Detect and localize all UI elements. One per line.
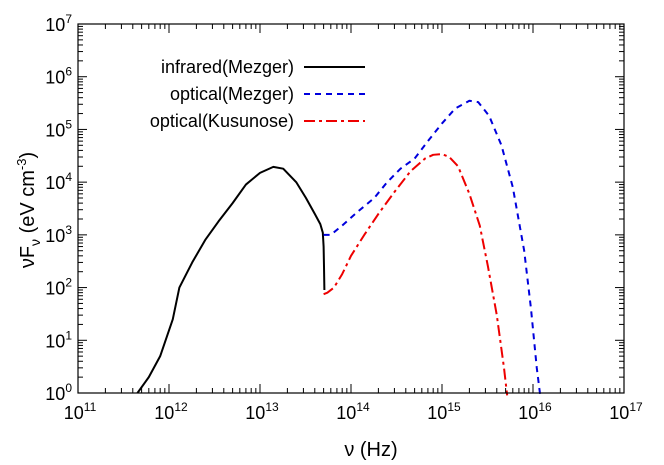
y-tick-label-base: 10 bbox=[45, 68, 65, 88]
axis-tick-labels: 1011 1012 1013 1014 1015 1016 1017100101102103… bbox=[45, 12, 643, 423]
x-tick-label-base: 10 bbox=[154, 403, 174, 423]
y-tick-label-base: 10 bbox=[45, 120, 65, 140]
y-tick-label: 100 bbox=[45, 381, 72, 404]
legend-label-2: optical(Mezger) bbox=[170, 84, 294, 104]
series-line-3 bbox=[323, 153, 509, 396]
y-tick-label: 107 bbox=[45, 12, 72, 35]
x-tick-label-exponent: 12 bbox=[174, 400, 188, 414]
y-axis-title-subscript: ν bbox=[27, 239, 43, 246]
x-tick-label-base: 10 bbox=[518, 403, 538, 423]
y-tick-label-exponent: 4 bbox=[65, 170, 72, 184]
y-axis-title: νFν (eV cm-3) bbox=[14, 152, 43, 268]
plot-frame bbox=[77, 23, 625, 394]
x-tick-label-exponent: 17 bbox=[629, 400, 643, 414]
x-tick-label: 1012 bbox=[154, 400, 188, 423]
x-tick-label: 1013 bbox=[245, 400, 279, 423]
x-axis-title: ν (Hz) bbox=[344, 439, 397, 461]
x-tick-label-base: 10 bbox=[245, 403, 265, 423]
x-tick-label-exponent: 11 bbox=[84, 400, 97, 414]
x-tick-label-base: 10 bbox=[609, 403, 629, 423]
axis-ticks bbox=[77, 23, 625, 394]
y-tick-label: 105 bbox=[45, 117, 72, 140]
y-tick-label-base: 10 bbox=[45, 384, 65, 404]
y-tick-label: 102 bbox=[45, 276, 72, 299]
y-tick-label-exponent: 6 bbox=[65, 65, 72, 79]
series-lines bbox=[136, 99, 542, 396]
y-tick-label-exponent: 1 bbox=[65, 328, 72, 342]
x-tick-label-exponent: 14 bbox=[356, 400, 370, 414]
y-tick-label-base: 10 bbox=[45, 226, 65, 246]
y-tick-label-base: 10 bbox=[45, 331, 65, 351]
y-tick-label: 103 bbox=[45, 223, 72, 246]
y-axis-title-units-close: ) bbox=[17, 152, 39, 159]
y-tick-label-base: 10 bbox=[45, 173, 65, 193]
y-axis-title-units: (eV cm bbox=[17, 170, 39, 239]
x-axis-title-text: ν (Hz) bbox=[344, 439, 397, 461]
y-tick-label: 104 bbox=[45, 170, 72, 193]
y-tick-label-exponent: 3 bbox=[65, 223, 72, 237]
x-tick-label-exponent: 13 bbox=[265, 400, 279, 414]
x-tick-label-base: 10 bbox=[64, 403, 84, 423]
legend: infrared(Mezger) optical(Mezger) optical(K… bbox=[150, 57, 365, 131]
y-tick-label-exponent: 5 bbox=[65, 117, 72, 131]
y-tick-label-exponent: 0 bbox=[65, 381, 72, 395]
x-tick-label: 1015 bbox=[427, 400, 461, 423]
y-tick-label-exponent: 2 bbox=[65, 276, 72, 290]
x-tick-label: 1016 bbox=[518, 400, 552, 423]
x-tick-label-exponent: 15 bbox=[447, 400, 461, 414]
legend-label-3: optical(Kusunose) bbox=[150, 111, 294, 131]
x-tick-label: 1014 bbox=[336, 400, 370, 423]
x-tick-label-base: 10 bbox=[336, 403, 356, 423]
x-tick-label-base: 10 bbox=[427, 403, 447, 423]
y-tick-label: 106 bbox=[45, 65, 72, 88]
y-tick-label-base: 10 bbox=[45, 279, 65, 299]
y-tick-label-base: 10 bbox=[45, 15, 65, 35]
x-tick-label: 1011 bbox=[64, 400, 97, 423]
y-axis-title-main: νF bbox=[17, 246, 39, 268]
y-tick-label-exponent: 7 bbox=[65, 12, 72, 26]
series-line-1 bbox=[136, 165, 326, 394]
series-line-2 bbox=[323, 99, 542, 396]
x-tick-label: 1017 bbox=[609, 400, 643, 423]
x-tick-label-exponent: 16 bbox=[538, 400, 552, 414]
y-axis-title-units-superscript: -3 bbox=[14, 158, 29, 170]
y-tick-label: 101 bbox=[45, 328, 72, 351]
legend-label-1: infrared(Mezger) bbox=[161, 57, 294, 77]
